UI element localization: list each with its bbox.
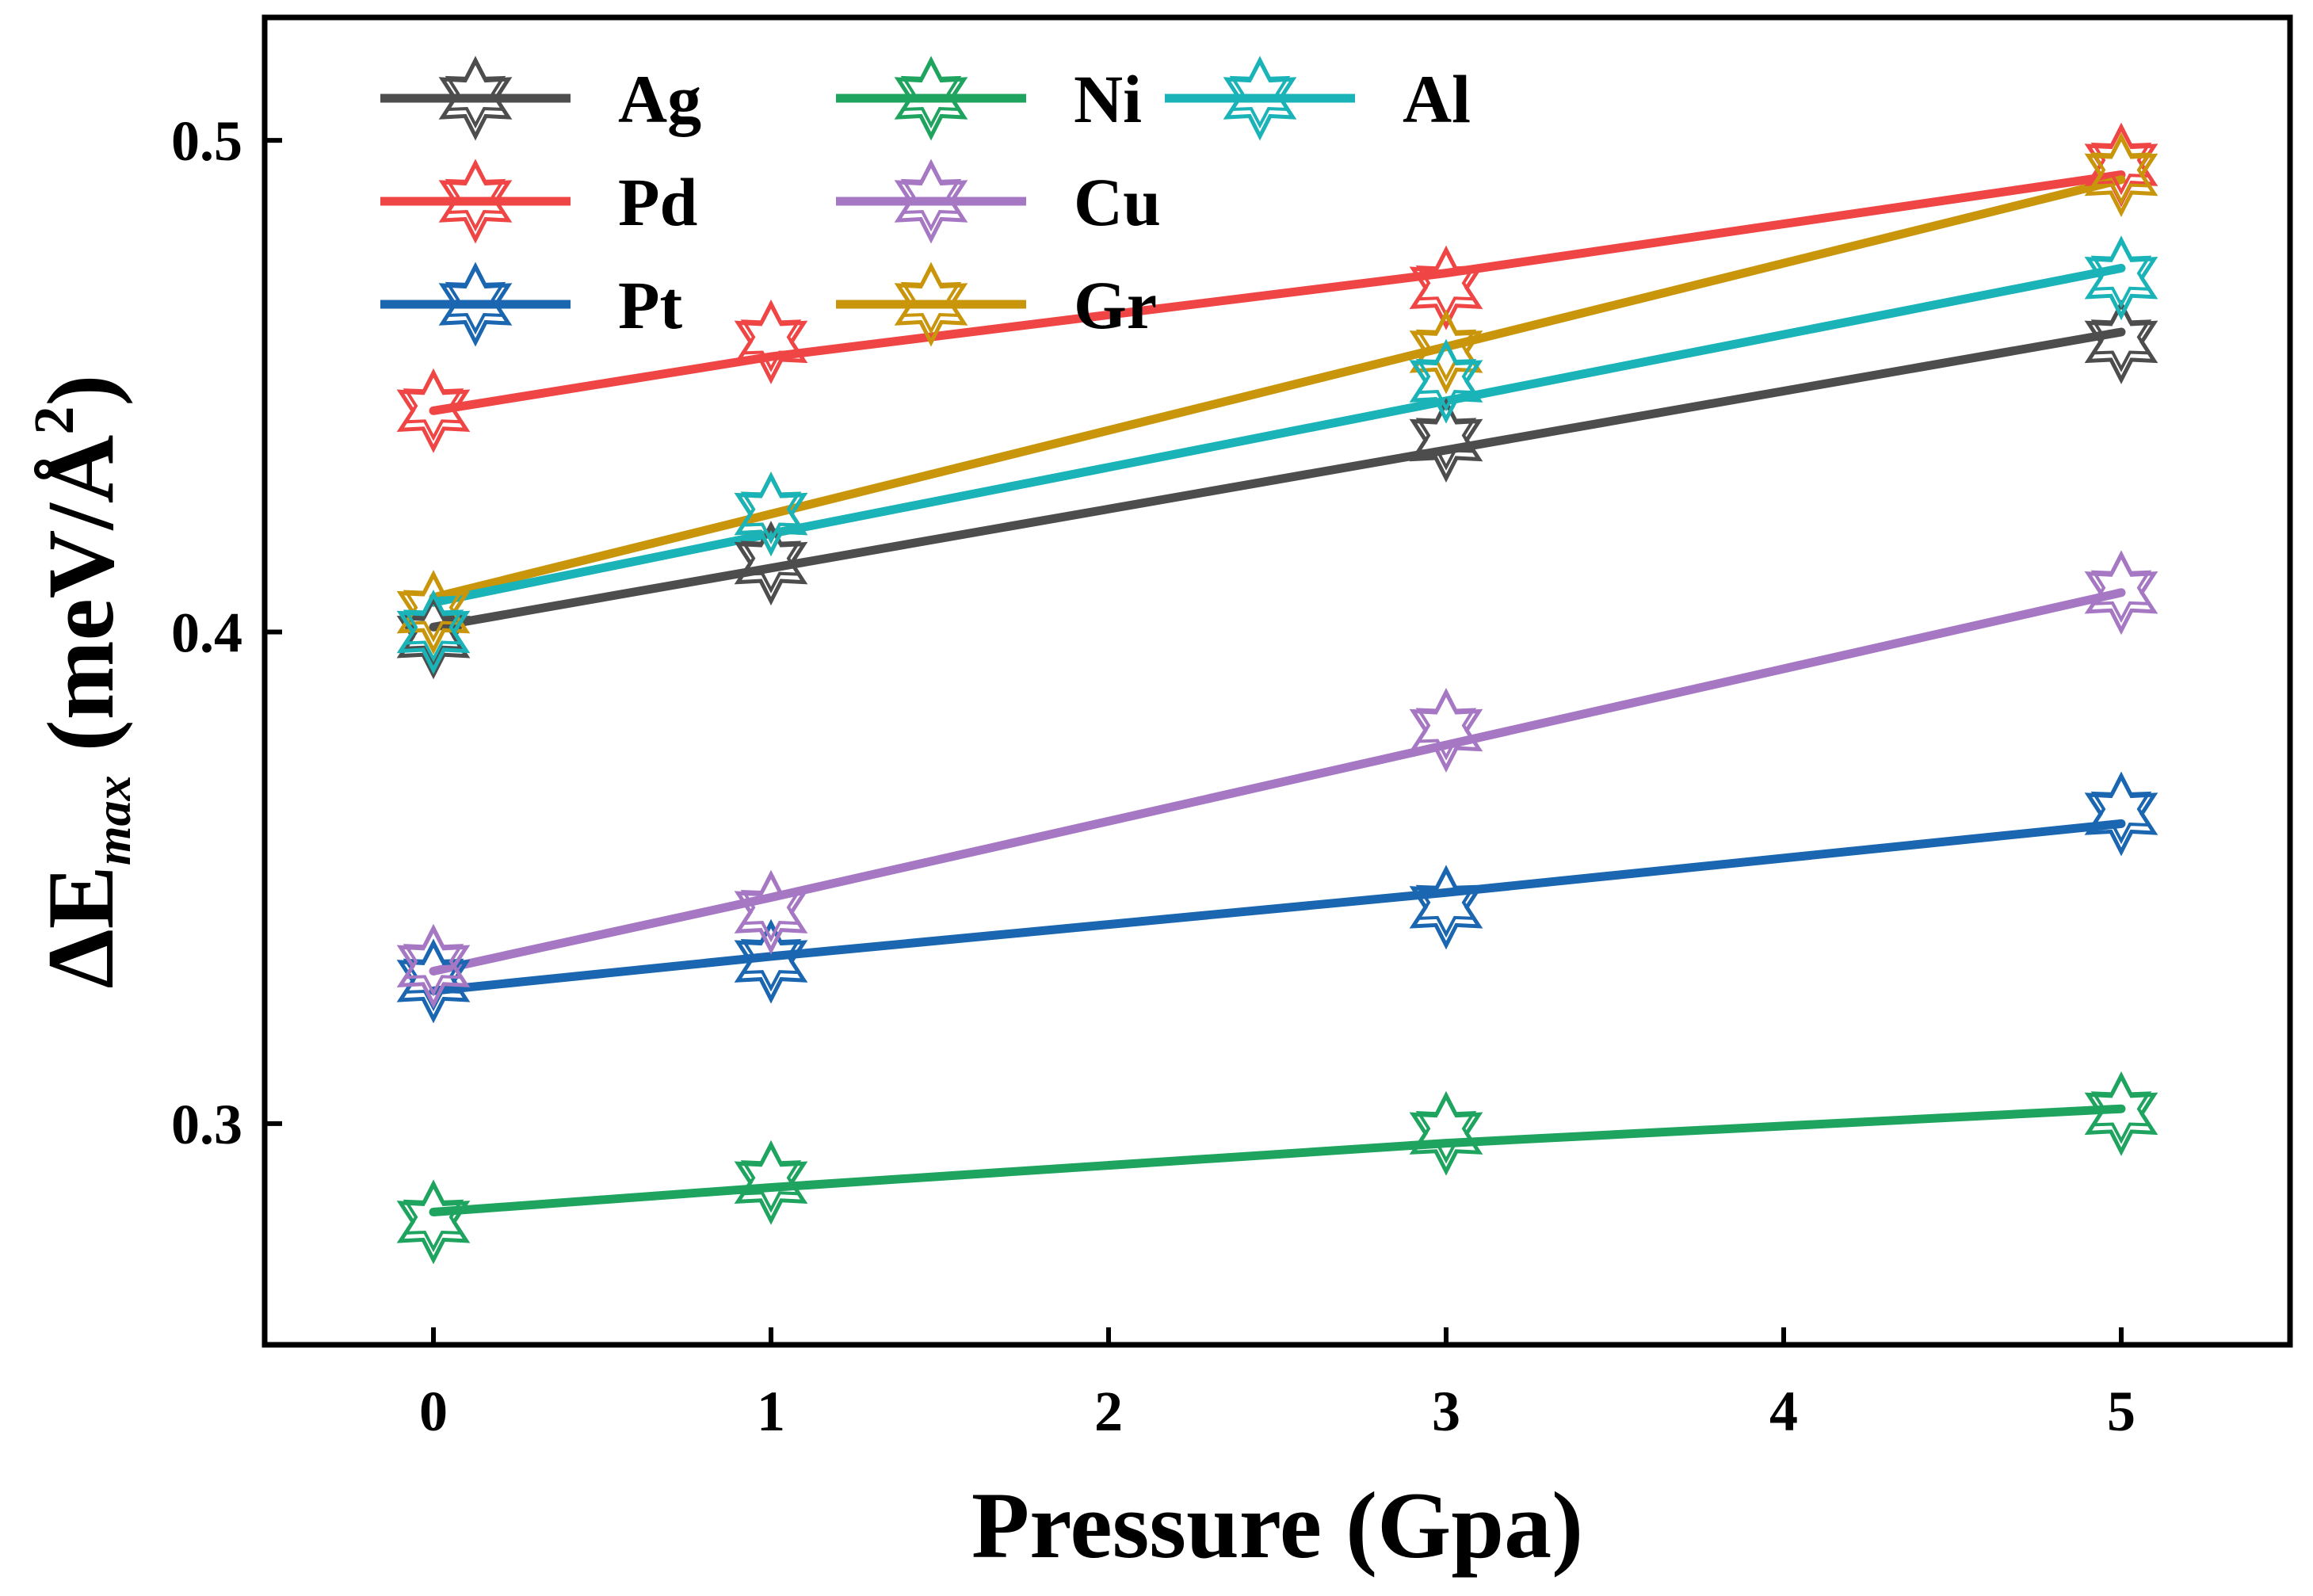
legend-marker-pt (438, 262, 513, 347)
legend-item-pt: Pt (380, 262, 683, 347)
data-point-ag (734, 521, 808, 606)
data-point-pd (734, 299, 808, 384)
data-point-al (1409, 338, 1483, 424)
y-axis: 0.3 0.4 0.5 (171, 109, 282, 1156)
y-axis-title-superscript: 2 (22, 407, 86, 435)
legend-marker-pd (438, 158, 513, 244)
data-point-pt (2084, 771, 2158, 857)
data-point-gr (396, 570, 471, 655)
legend-marker-gr (894, 262, 968, 347)
data-point-pt (734, 918, 808, 1004)
legend-item-gr: Gr (836, 262, 1157, 347)
series-line-pt (429, 819, 2126, 995)
data-point-ag (1409, 397, 1483, 483)
y-axis-title-units: (meV/Å (28, 435, 133, 776)
y-tick-label: 0.4 (171, 601, 242, 664)
series-line-ag (429, 327, 2126, 632)
data-point-ag (396, 594, 471, 680)
x-axis-title: Pressure (Gpa) (971, 1472, 1583, 1578)
marker-layer (396, 122, 2158, 1265)
legend-marker-ni (894, 55, 968, 141)
legend-label-ag: Ag (618, 61, 701, 137)
plot-frame (261, 14, 2293, 1348)
legend-label-pt: Pt (618, 267, 683, 343)
x-tick-label: 5 (2107, 1380, 2136, 1443)
x-tick-label: 1 (757, 1380, 785, 1443)
data-point-cu (2084, 550, 2158, 636)
legend-item-ni: Ni (836, 55, 1142, 141)
y-tick-label: 0.3 (171, 1093, 242, 1156)
data-point-gr (1409, 309, 1483, 395)
x-tick-label: 2 (1094, 1380, 1123, 1443)
legend-label-pd: Pd (618, 164, 697, 240)
legend-label-cu: Cu (1074, 164, 1161, 240)
data-point-pd (396, 368, 471, 453)
data-point-ni (1409, 1090, 1483, 1176)
series-line-gr (429, 175, 2126, 602)
series-layer (429, 170, 2126, 1216)
y-axis-title: ΔEmax (meV/Å2) (22, 375, 141, 989)
series-line-al (429, 263, 2126, 607)
legend: Ag Pd Pt Ni Cu Gr Al (380, 55, 1471, 347)
legend-item-pd: Pd (380, 158, 697, 244)
data-point-cu (1409, 687, 1483, 773)
data-point-ag (2084, 299, 2158, 384)
y-tick-label: 0.5 (171, 109, 242, 173)
x-tick-label: 0 (419, 1380, 448, 1443)
legend-marker-cu (894, 158, 968, 244)
legend-item-ag: Ag (380, 55, 701, 141)
data-point-ni (734, 1140, 808, 1225)
data-point-al (734, 472, 808, 557)
y-axis-title-symbol: ΔE (28, 865, 133, 988)
legend-item-al: Al (1165, 55, 1471, 141)
data-point-cu (396, 923, 471, 1009)
data-point-al (2084, 235, 2158, 321)
series-line-pd (429, 170, 2126, 415)
legend-marker-ag (438, 55, 513, 141)
data-point-ni (396, 1179, 471, 1265)
legend-label-gr: Gr (1074, 267, 1157, 343)
series-line-ni (429, 1104, 2126, 1216)
legend-item-cu: Cu (836, 158, 1161, 244)
data-point-pt (1409, 865, 1483, 950)
data-point-ni (2084, 1071, 2158, 1156)
y-axis-title-close: ) (28, 375, 133, 407)
data-point-cu (734, 869, 808, 955)
legend-label-ni: Ni (1074, 61, 1142, 137)
x-axis: 0 1 2 3 4 5 (419, 1327, 2136, 1443)
x-tick-label: 3 (1432, 1380, 1460, 1443)
data-point-gr (2084, 132, 2158, 218)
series-line-cu (429, 588, 2126, 976)
legend-label-al: Al (1403, 61, 1471, 137)
data-point-al (396, 590, 471, 675)
y-axis-title-subscript: max (85, 775, 141, 865)
svg-text:ΔEmax (meV/Å2): ΔEmax (meV/Å2) (22, 375, 141, 989)
x-tick-label: 4 (1769, 1380, 1798, 1443)
legend-marker-al (1223, 55, 1297, 141)
